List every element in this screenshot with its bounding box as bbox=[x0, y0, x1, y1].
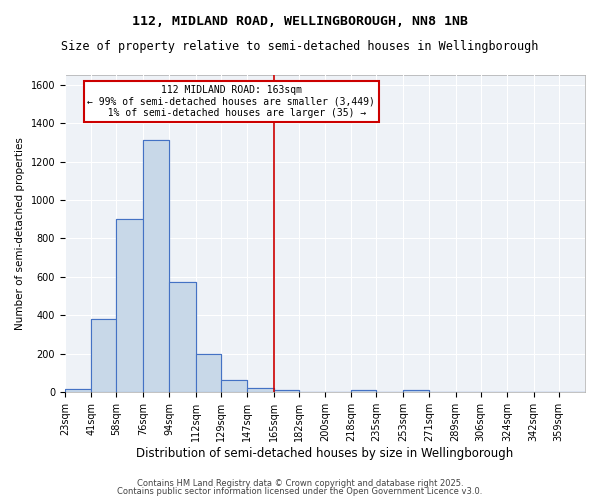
Bar bbox=[221, 380, 247, 392]
Bar bbox=[116, 219, 143, 392]
Bar bbox=[91, 320, 116, 392]
Text: Size of property relative to semi-detached houses in Wellingborough: Size of property relative to semi-detach… bbox=[61, 40, 539, 53]
Bar bbox=[221, 380, 247, 392]
Bar bbox=[169, 282, 196, 393]
Bar bbox=[274, 390, 299, 392]
Bar bbox=[169, 282, 196, 393]
Bar bbox=[116, 219, 143, 392]
Text: Contains public sector information licensed under the Open Government Licence v3: Contains public sector information licen… bbox=[118, 487, 482, 496]
Bar bbox=[403, 390, 429, 392]
Bar bbox=[403, 390, 429, 392]
Bar bbox=[352, 390, 376, 392]
Text: 112 MIDLAND ROAD: 163sqm
← 99% of semi-detached houses are smaller (3,449)
  1% : 112 MIDLAND ROAD: 163sqm ← 99% of semi-d… bbox=[88, 84, 375, 117]
Bar bbox=[65, 388, 91, 392]
Y-axis label: Number of semi-detached properties: Number of semi-detached properties bbox=[15, 137, 25, 330]
Text: 112, MIDLAND ROAD, WELLINGBOROUGH, NN8 1NB: 112, MIDLAND ROAD, WELLINGBOROUGH, NN8 1… bbox=[132, 15, 468, 28]
Bar bbox=[196, 354, 221, 393]
Bar bbox=[65, 388, 91, 392]
Text: Contains HM Land Registry data © Crown copyright and database right 2025.: Contains HM Land Registry data © Crown c… bbox=[137, 478, 463, 488]
Bar bbox=[247, 388, 274, 392]
X-axis label: Distribution of semi-detached houses by size in Wellingborough: Distribution of semi-detached houses by … bbox=[136, 447, 514, 460]
Bar bbox=[196, 354, 221, 393]
Bar bbox=[91, 320, 116, 392]
Bar bbox=[274, 390, 299, 392]
Bar bbox=[143, 140, 169, 392]
Bar bbox=[247, 388, 274, 392]
Bar bbox=[143, 140, 169, 392]
Bar bbox=[352, 390, 376, 392]
